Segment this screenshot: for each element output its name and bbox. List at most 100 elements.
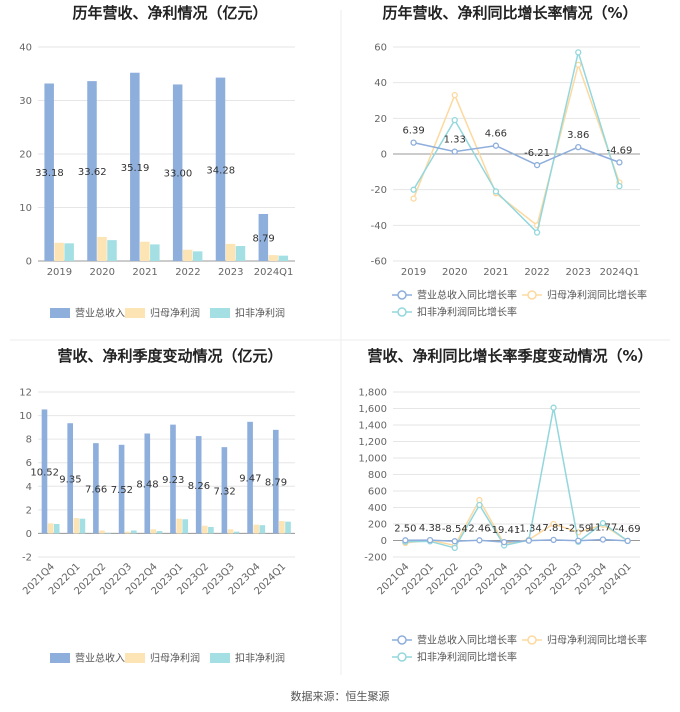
y-tick-label: 600 — [368, 487, 387, 498]
y-tick-label: -40 — [371, 221, 387, 232]
series-line — [413, 141, 620, 166]
bar — [172, 84, 183, 261]
data-label: 6.39 — [402, 126, 424, 137]
legend-label: 扣非净利润同比增长率 — [417, 306, 517, 319]
bar — [64, 243, 74, 261]
quarterly-amounts-chart: 营收、净利季度变动情况（亿元） -20246810122021Q42022Q12… — [19, 347, 295, 665]
bar — [201, 525, 208, 534]
series-line — [405, 407, 629, 549]
bar — [182, 519, 189, 534]
data-label: 7.66 — [85, 484, 107, 495]
bar — [73, 518, 80, 534]
data-point — [410, 139, 417, 146]
bar — [176, 518, 182, 534]
chart-title: 营收、净利同比增长率季度变动情况（%） — [367, 347, 652, 365]
data-point — [550, 536, 557, 544]
x-tick-label: 2023 — [218, 267, 243, 278]
data-label: 8.48 — [136, 479, 158, 490]
bar — [79, 518, 86, 534]
bar — [182, 249, 193, 261]
legend-marker — [397, 290, 407, 300]
data-point — [550, 520, 557, 528]
data-label: 7.81 — [542, 523, 564, 534]
bar — [278, 255, 289, 261]
y-tick-label: 4 — [26, 482, 32, 493]
legend-swatch — [125, 653, 145, 663]
data-label: 1.33 — [444, 135, 466, 146]
bar — [258, 213, 269, 261]
legend-label: 归母净利润同比增长率 — [547, 289, 647, 302]
y-tick-label: 0 — [26, 257, 32, 268]
data-label: 10.52 — [30, 467, 59, 478]
quarterly-growth-chart: 营收、净利同比增长率季度变动情况（%） -200 0 200 400 600 800 1,0… — [358, 347, 652, 664]
bar — [97, 236, 107, 261]
data-label: 9.23 — [162, 475, 184, 486]
x-tick-label: 2023 — [566, 267, 591, 278]
y-tick-label: 2 — [26, 505, 32, 516]
series-line — [412, 49, 621, 234]
bar — [67, 423, 73, 534]
annual-amounts-chart: 历年营收、净利情况（亿元） 0 10 20 30 40 2019 2020 2021 2022 2… — [19, 4, 295, 320]
y-tick-label: 0 — [381, 150, 387, 161]
legend-label: 营业总收入 — [75, 307, 125, 320]
bar — [279, 521, 285, 534]
data-label: -2.59 — [565, 524, 591, 535]
annual-growth-chart: 历年营收、净利同比增长率情况（%） -60 -40 -20 0 20 40 60 2019 20… — [371, 4, 647, 319]
data-point — [476, 501, 483, 509]
bar — [268, 255, 279, 261]
data-point — [599, 536, 607, 543]
data-point — [410, 195, 417, 202]
legend-marker — [397, 635, 407, 645]
x-tick-label: 2021 — [132, 267, 157, 278]
legend-label: 营业总收入 — [75, 652, 125, 665]
bar — [170, 424, 176, 534]
bar — [247, 421, 253, 534]
data-point — [575, 143, 582, 151]
bar — [233, 531, 240, 534]
chart-title: 历年营收、净利同比增长率情况（%） — [382, 4, 637, 22]
data-label: 34.28 — [206, 165, 235, 176]
bar — [140, 241, 150, 261]
data-label: 33.00 — [164, 169, 193, 180]
x-tick-label: 2024Q1 — [600, 267, 640, 278]
y-tick-label: 10 — [19, 203, 32, 214]
x-tick-label: 2020 — [442, 267, 467, 278]
data-label: -1.34 — [516, 524, 542, 535]
data-label: 7.52 — [111, 485, 133, 496]
data-point — [410, 186, 417, 193]
bar — [225, 243, 236, 261]
data-point — [550, 404, 557, 411]
data-point — [451, 116, 458, 124]
data-point — [500, 538, 508, 546]
y-tick-label: 0 — [26, 529, 32, 540]
y-tick-label: 200 — [368, 520, 387, 531]
data-point — [533, 229, 541, 236]
data-point — [624, 537, 631, 545]
bar — [87, 81, 97, 262]
bar — [44, 83, 54, 261]
legend-swatch — [125, 308, 145, 318]
data-point — [492, 142, 500, 149]
legend-swatch — [210, 308, 230, 318]
y-tick-label: 1,800 — [358, 388, 387, 399]
legend-label: 归母净利润 — [150, 307, 200, 320]
bar — [227, 529, 234, 534]
chart-title: 历年营收、净利情况（亿元） — [72, 4, 267, 22]
data-point — [476, 537, 483, 544]
bar — [150, 244, 160, 261]
bar — [54, 242, 64, 261]
data-source-note: 数据来源：恒生聚源 — [290, 690, 390, 703]
data-point — [451, 148, 458, 155]
bar — [285, 521, 291, 534]
chart-title: 营收、净利季度变动情况（亿元） — [57, 347, 282, 365]
bar — [105, 532, 111, 534]
y-tick-label: 10 — [19, 411, 32, 422]
data-point — [575, 537, 582, 544]
bar — [208, 526, 214, 534]
data-label: -19.41 — [488, 525, 520, 536]
bar — [272, 429, 279, 534]
data-point — [426, 536, 434, 544]
y-tick-label: 1,400 — [358, 421, 387, 432]
y-tick-label: 800 — [368, 470, 387, 481]
data-label: 11.77 — [589, 523, 618, 534]
